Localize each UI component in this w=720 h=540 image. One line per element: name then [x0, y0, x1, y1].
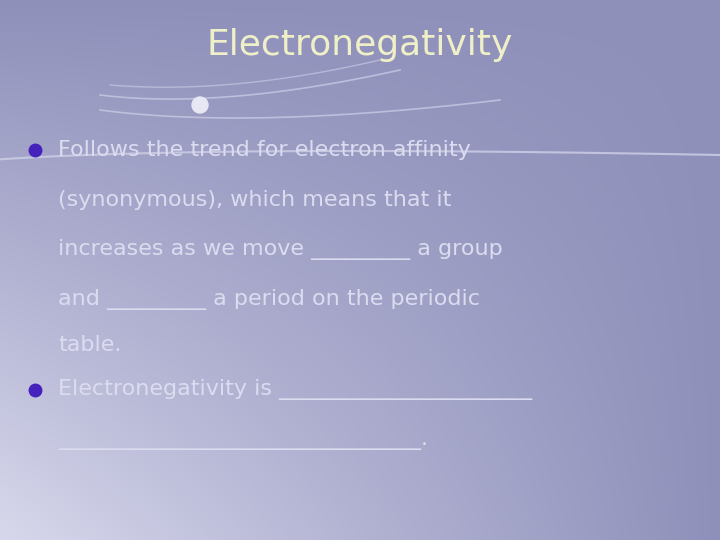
- Text: increases as we move _________ a group: increases as we move _________ a group: [58, 240, 503, 260]
- Circle shape: [192, 97, 208, 113]
- Text: _________________________________.: _________________________________.: [58, 430, 428, 450]
- Text: (synonymous), which means that it: (synonymous), which means that it: [58, 190, 451, 210]
- Text: table.: table.: [58, 335, 122, 355]
- Text: and _________ a period on the periodic: and _________ a period on the periodic: [58, 289, 480, 310]
- Text: Electronegativity is _______________________: Electronegativity is ___________________…: [58, 380, 532, 401]
- Text: Electronegativity: Electronegativity: [207, 28, 513, 62]
- Text: Follows the trend for electron affinity: Follows the trend for electron affinity: [58, 140, 471, 160]
